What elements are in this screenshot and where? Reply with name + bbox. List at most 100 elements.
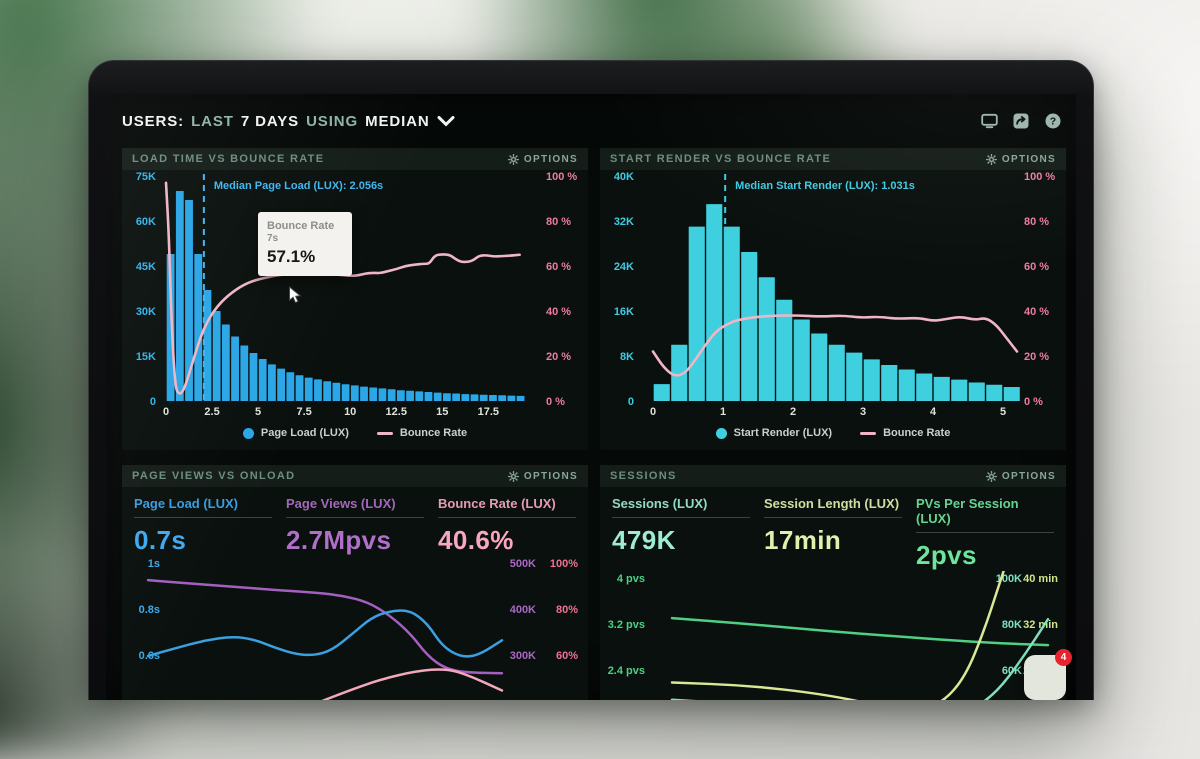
svg-text:500K: 500K [510,558,536,570]
share-icon[interactable] [1012,112,1030,130]
svg-text:0: 0 [628,396,634,408]
title-7days: 7 DAYS [240,112,300,130]
svg-text:75K: 75K [136,171,156,183]
svg-text:20 %: 20 % [546,351,571,363]
panel-page-views-vs-onload: PAGE VIEWS VS ONLOAD OPTIONS [122,465,588,700]
options-button[interactable]: OPTIONS [507,153,578,165]
svg-text:17.5: 17.5 [478,406,499,418]
svg-text:15K: 15K [136,351,156,363]
svg-text:30K: 30K [136,306,156,318]
panel-header: PAGE VIEWS VS ONLOAD OPTIONS [122,465,588,487]
topbar-icons: ? [980,112,1062,130]
chart-legend: Start Render (LUX) Bounce Rate [600,420,1066,446]
svg-text:100 %: 100 % [546,171,577,183]
svg-text:100%: 100% [550,558,578,570]
svg-text:?: ? [1050,116,1056,128]
legend-line-icon [860,431,877,435]
svg-text:300K: 300K [510,650,536,662]
options-button[interactable]: OPTIONS [507,470,578,482]
svg-text:45K: 45K [136,261,156,273]
help-icon[interactable]: ? [1044,112,1062,130]
chevron-down-icon[interactable] [437,115,455,127]
laptop: USERS: LAST 7 DAYS USING MEDIAN [88,60,1094,700]
users-filter-dropdown[interactable]: USERS: LAST 7 DAYS USING MEDIAN [122,113,455,130]
svg-text:16K: 16K [614,306,634,318]
dashboard-screen: USERS: LAST 7 DAYS USING MEDIAN [106,94,1076,700]
metric-sessions: Sessions (LUX) 479K [612,496,750,571]
svg-text:80%: 80% [556,604,578,616]
chart-tooltip: Bounce Rate 7s 57.1% [258,212,352,276]
svg-text:5: 5 [1000,406,1006,418]
metric-session-length: Session Length (LUX) 17min [764,496,902,571]
tooltip-value: 57.1% [267,247,316,266]
svg-text:60 %: 60 % [1024,261,1049,273]
svg-text:2: 2 [790,406,796,418]
metric-bounce-rate: Bounce Rate (LUX) 40.6% [438,496,576,556]
gear-icon [985,153,997,165]
notification-badge: 4 [1055,649,1072,666]
svg-text:40 %: 40 % [1024,306,1049,318]
svg-text:8K: 8K [620,351,634,363]
panel-sessions: SESSIONS OPTIONS S [600,465,1066,700]
panel-title: LOAD TIME VS BOUNCE RATE [132,153,325,165]
legend-line-icon [376,431,393,435]
svg-text:15: 15 [436,406,448,418]
metrics-row: Page Load (LUX) 0.7s Page Views (LUX) 2.… [122,487,588,556]
options-button[interactable]: OPTIONS [985,470,1056,482]
svg-text:12.5: 12.5 [386,406,407,418]
start-render-histogram-chart[interactable]: Median Start Render (LUX): 1.031s 40K 32K 2… [600,170,1066,420]
title-median: MEDIAN [365,112,430,130]
title-users: USERS: [122,112,185,130]
svg-text:10: 10 [344,406,356,418]
chat-widget-button[interactable]: 4 [1024,649,1072,700]
svg-text:32K: 32K [614,216,634,228]
legend-item: Page Load (LUX) [242,427,349,439]
svg-text:400K: 400K [510,604,536,616]
load-time-histogram-chart[interactable]: Median Page Load (LUX): 2.056s 75K 60K 45K 3… [122,170,588,420]
display-icon[interactable] [980,112,998,130]
svg-text:40 min: 40 min [1023,573,1058,585]
svg-text:100 %: 100 % [1024,171,1055,183]
svg-text:1s: 1s [148,558,160,570]
legend-item: Bounce Rate [376,427,467,439]
dashboard-topbar: USERS: LAST 7 DAYS USING MEDIAN [122,108,1062,134]
svg-text:3: 3 [860,406,866,418]
svg-text:0: 0 [150,396,156,408]
metrics-row: Sessions (LUX) 479K Session Length (LUX)… [600,487,1066,571]
gear-icon [507,470,519,482]
svg-text:60 %: 60 % [546,261,571,273]
svg-text:2.4 pvs: 2.4 pvs [608,665,645,677]
svg-text:4 pvs: 4 pvs [617,573,645,585]
legend-dot-icon [242,427,254,439]
svg-text:1: 1 [720,406,726,418]
svg-text:3.2 pvs: 3.2 pvs [608,619,645,631]
tooltip-series: Bounce Rate [267,220,335,232]
svg-text:0.8s: 0.8s [139,604,160,616]
panel-header: START RENDER VS BOUNCE RATE OPTIONS [600,148,1066,170]
legend-dot-icon [715,427,727,439]
svg-text:40K: 40K [614,171,634,183]
mouse-cursor-icon [289,286,302,304]
tooltip-bin: 7s [267,233,279,244]
svg-text:40 %: 40 % [546,306,571,318]
gear-icon [507,153,519,165]
svg-text:0 %: 0 % [1024,396,1043,408]
metric-page-load: Page Load (LUX) 0.7s [134,496,272,556]
options-button[interactable]: OPTIONS [985,153,1056,165]
panel-title: PAGE VIEWS VS ONLOAD [132,470,296,482]
svg-text:Median Start Render (LUX): 1.0: Median Start Render (LUX): 1.031s [735,180,915,192]
svg-text:32 min: 32 min [1023,619,1058,631]
panel-header: SESSIONS OPTIONS [600,465,1066,487]
svg-text:0: 0 [650,406,656,418]
gear-icon [985,470,997,482]
svg-text:24K: 24K [614,261,634,273]
svg-text:80 %: 80 % [546,216,571,228]
panel-title: SESSIONS [610,470,677,482]
svg-text:60%: 60% [556,650,578,662]
metric-page-views: Page Views (LUX) 2.7Mpvs [286,496,424,556]
svg-text:20 %: 20 % [1024,351,1049,363]
svg-text:80K: 80K [1002,619,1022,631]
chart-legend: Page Load (LUX) Bounce Rate [122,420,588,446]
